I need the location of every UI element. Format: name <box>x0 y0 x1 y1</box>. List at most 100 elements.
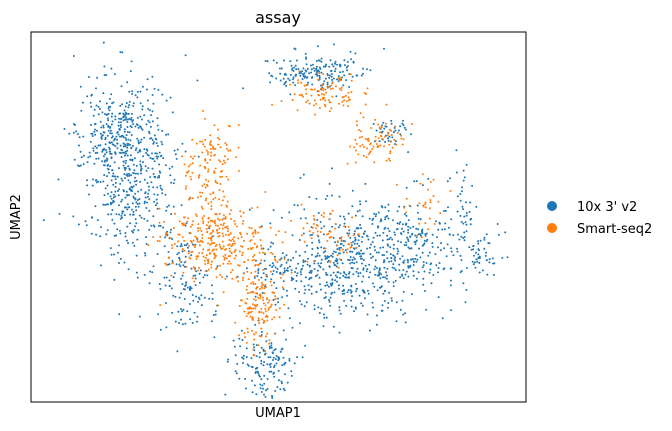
point-10x <box>120 85 123 88</box>
point-smartseq2 <box>184 174 187 177</box>
point-10x <box>331 278 334 281</box>
point-10x <box>393 231 396 234</box>
point-10x <box>181 250 184 253</box>
point-10x <box>351 259 354 261</box>
point-10x <box>138 202 141 205</box>
point-10x <box>487 242 490 244</box>
point-10x <box>300 303 303 306</box>
point-10x <box>349 236 352 239</box>
point-10x <box>298 322 301 325</box>
point-10x <box>99 107 101 110</box>
point-10x <box>381 254 384 256</box>
point-smartseq2 <box>171 262 174 265</box>
point-smartseq2 <box>240 245 243 248</box>
point-10x <box>362 290 365 292</box>
point-10x <box>336 280 339 283</box>
point-smartseq2 <box>246 270 249 273</box>
point-10x <box>114 185 117 188</box>
point-smartseq2 <box>319 98 322 101</box>
point-smartseq2 <box>262 322 265 324</box>
point-10x <box>271 266 274 268</box>
point-10x <box>266 363 269 366</box>
point-smartseq2 <box>183 163 186 166</box>
point-smartseq2 <box>321 96 324 99</box>
point-10x <box>102 203 105 206</box>
point-10x <box>110 132 113 135</box>
point-smartseq2 <box>256 206 259 209</box>
point-10x <box>357 272 360 275</box>
point-10x <box>123 115 126 118</box>
point-10x <box>352 273 355 276</box>
point-10x <box>371 223 374 225</box>
point-10x <box>167 204 170 207</box>
point-smartseq2 <box>230 209 233 212</box>
point-smartseq2 <box>235 276 238 279</box>
point-10x <box>139 90 142 93</box>
point-10x <box>387 217 390 220</box>
point-10x <box>318 239 320 242</box>
point-10x <box>134 149 137 152</box>
point-smartseq2 <box>237 237 240 240</box>
point-smartseq2 <box>192 239 195 242</box>
point-smartseq2 <box>323 93 326 96</box>
point-10x <box>273 366 275 369</box>
point-10x <box>274 348 277 351</box>
point-10x <box>180 261 183 264</box>
point-10x <box>273 255 276 258</box>
point-10x <box>439 249 442 252</box>
point-10x <box>387 244 390 247</box>
point-10x <box>386 215 388 218</box>
point-10x <box>280 67 283 70</box>
point-10x <box>97 180 100 183</box>
point-smartseq2 <box>279 276 282 279</box>
point-smartseq2 <box>214 153 216 156</box>
point-10x <box>400 241 402 244</box>
point-smartseq2 <box>253 333 256 336</box>
point-smartseq2 <box>254 229 257 232</box>
point-10x <box>456 210 459 213</box>
point-smartseq2 <box>245 288 248 291</box>
point-10x <box>160 154 163 157</box>
point-10x <box>436 246 439 249</box>
point-10x <box>362 275 365 278</box>
point-10x <box>127 112 130 115</box>
point-10x <box>328 65 331 68</box>
point-10x <box>119 232 122 235</box>
point-smartseq2 <box>189 175 192 178</box>
point-10x <box>254 372 257 374</box>
point-smartseq2 <box>253 258 256 261</box>
point-10x <box>152 157 155 160</box>
point-10x <box>395 320 398 323</box>
point-smartseq2 <box>213 171 216 173</box>
point-10x <box>164 193 167 196</box>
point-10x <box>485 259 488 262</box>
point-10x <box>141 128 144 131</box>
point-10x <box>186 246 189 249</box>
point-10x <box>286 294 288 297</box>
point-10x <box>326 256 329 259</box>
point-10x <box>476 260 479 263</box>
point-10x <box>154 204 157 207</box>
point-10x <box>315 73 317 76</box>
point-10x <box>392 281 395 284</box>
point-10x <box>485 233 488 236</box>
point-10x <box>460 235 463 238</box>
point-smartseq2 <box>211 260 213 263</box>
point-smartseq2 <box>219 175 222 178</box>
point-10x <box>131 208 133 211</box>
point-10x <box>360 249 362 252</box>
point-smartseq2 <box>322 212 325 215</box>
point-10x <box>328 85 331 88</box>
point-smartseq2 <box>264 252 266 255</box>
point-smartseq2 <box>358 128 360 131</box>
point-10x <box>469 201 472 204</box>
point-smartseq2 <box>306 222 309 225</box>
point-smartseq2 <box>247 258 250 261</box>
point-10x <box>338 195 341 198</box>
point-10x <box>277 297 279 300</box>
point-10x <box>91 216 94 219</box>
point-smartseq2 <box>433 223 436 225</box>
point-10x <box>425 240 428 243</box>
point-10x <box>102 180 105 183</box>
point-10x <box>366 313 369 316</box>
